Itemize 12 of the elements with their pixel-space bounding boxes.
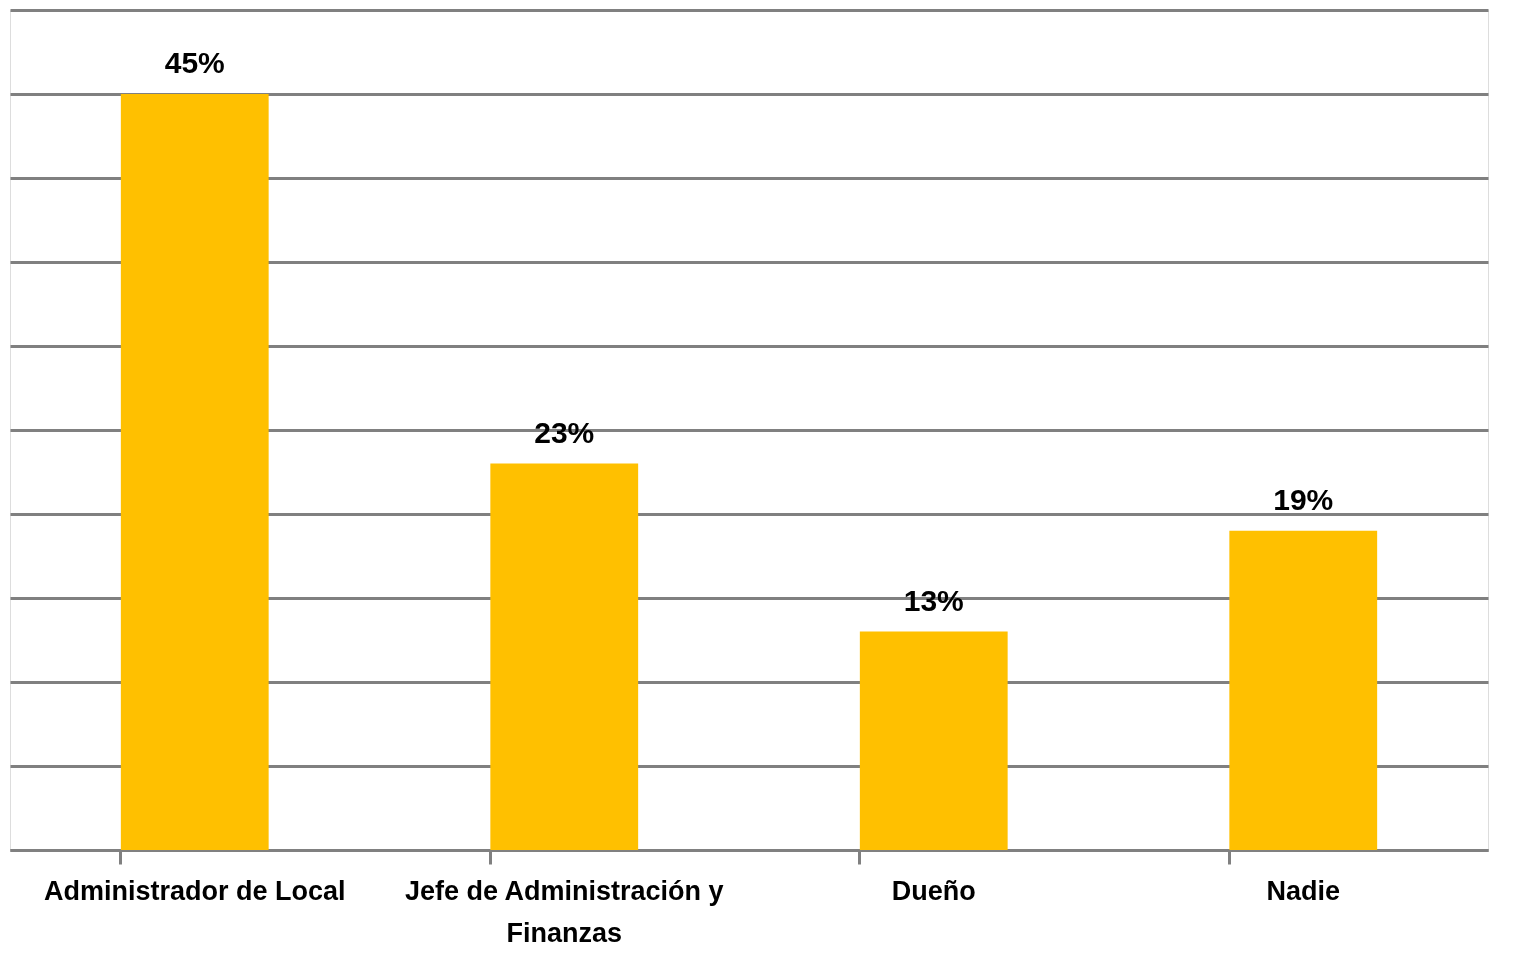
bar (1229, 530, 1378, 850)
data-label: 13% (903, 583, 964, 617)
bar (859, 631, 1008, 850)
data-label: 23% (534, 415, 595, 449)
data-label: 19% (1273, 482, 1334, 516)
x-tick-label: Dueño (891, 875, 976, 906)
bar (490, 463, 639, 850)
x-tick-label: Jefe de Administración y Finanzas (404, 875, 724, 948)
data-label: 45% (164, 46, 225, 79)
x-tick-label: Nadie (1266, 875, 1341, 906)
bar (120, 94, 269, 850)
x-tick-label: Administrador de Local (43, 875, 346, 906)
